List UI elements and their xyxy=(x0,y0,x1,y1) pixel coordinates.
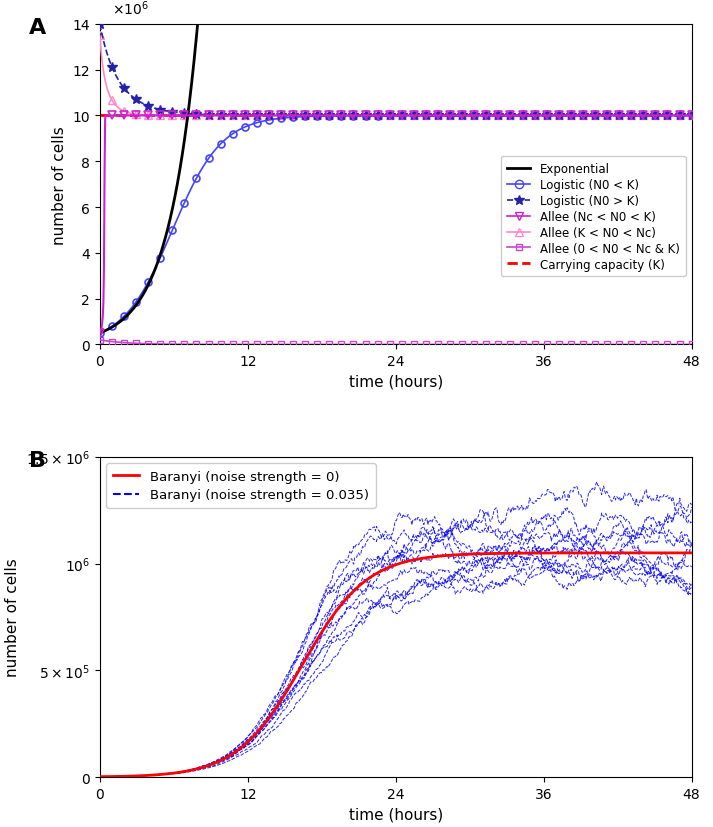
Legend: Baranyi (noise strength = 0), Baranyi (noise strength = 0.035): Baranyi (noise strength = 0), Baranyi (n… xyxy=(106,464,376,508)
Text: A: A xyxy=(29,18,46,38)
Text: B: B xyxy=(29,451,46,471)
Text: $\times10^6$: $\times10^6$ xyxy=(112,0,148,18)
X-axis label: time (hours): time (hours) xyxy=(349,806,443,821)
Y-axis label: number of cells: number of cells xyxy=(5,558,20,676)
Y-axis label: number of cells: number of cells xyxy=(52,126,67,244)
Legend: Exponential, Logistic (N0 < K), Logistic (N0 > K), Allee (Nc < N0 < K), Allee (K: Exponential, Logistic (N0 < K), Logistic… xyxy=(501,157,686,277)
X-axis label: time (hours): time (hours) xyxy=(349,375,443,390)
